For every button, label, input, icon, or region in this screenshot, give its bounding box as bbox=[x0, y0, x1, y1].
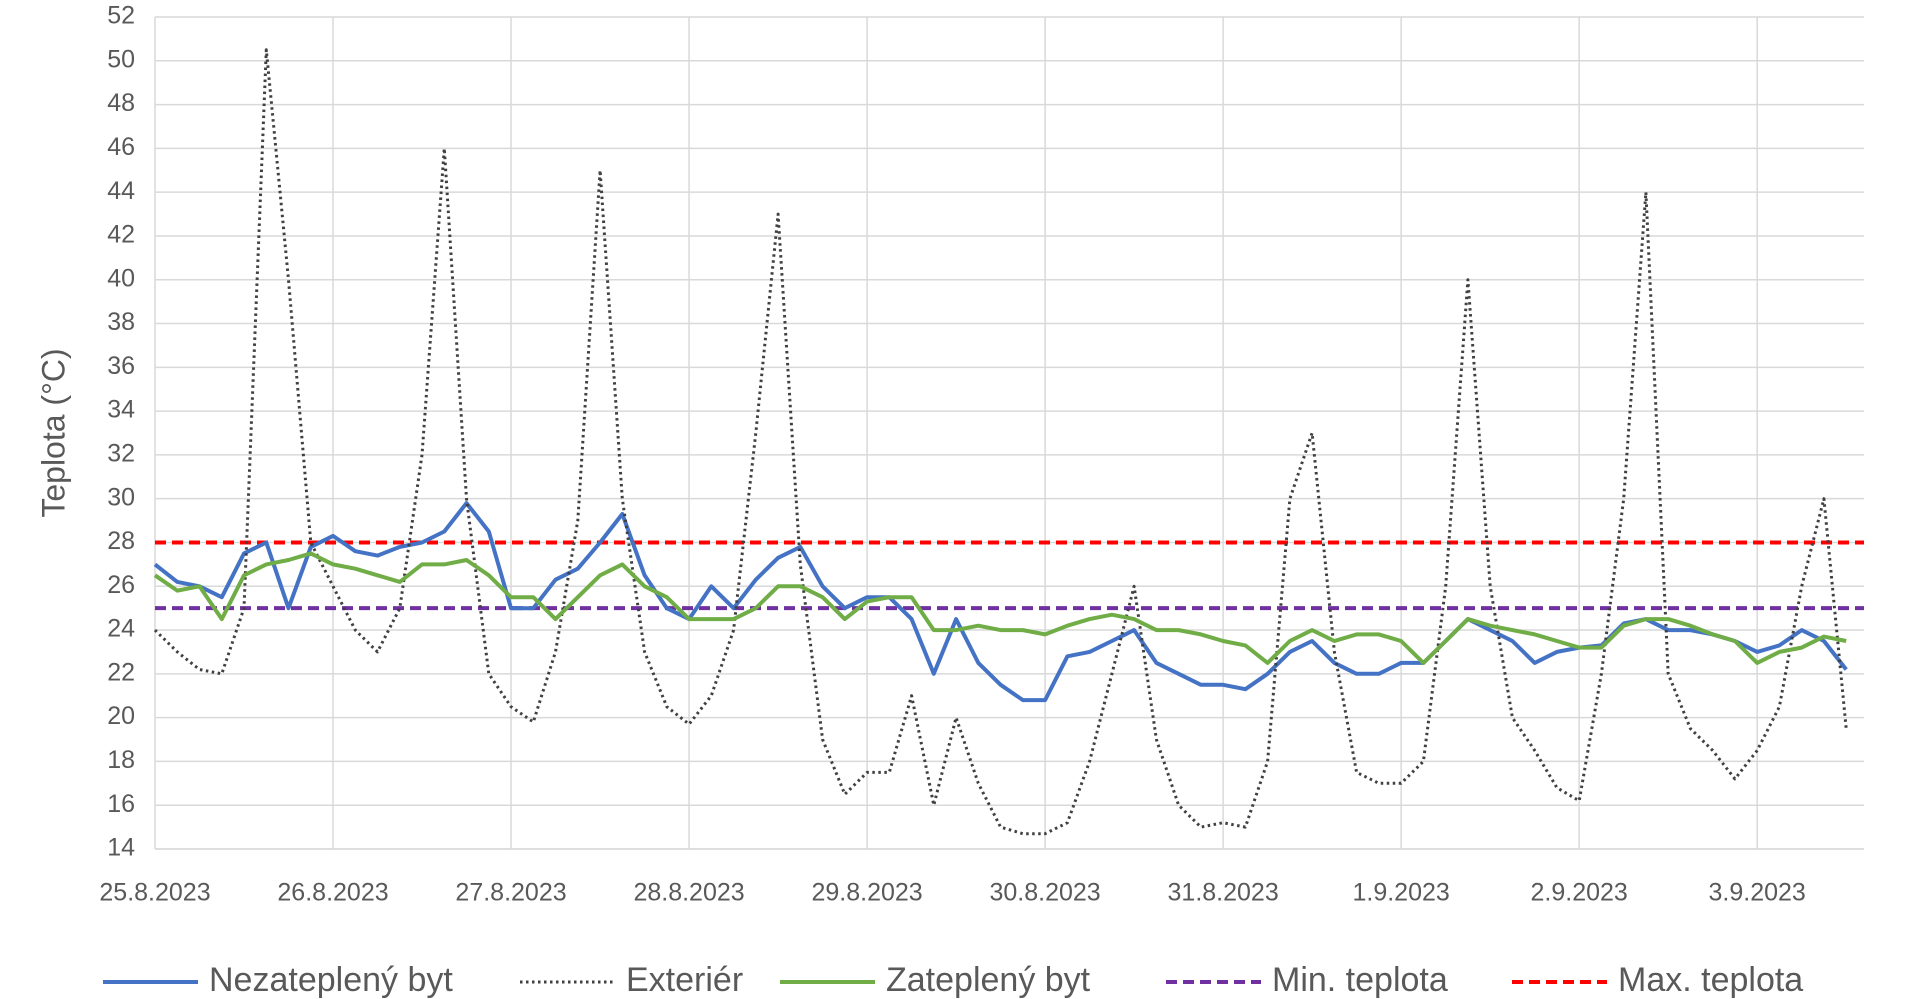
legend-label: Max. teplota bbox=[1618, 961, 1803, 999]
y-tick-label: 32 bbox=[107, 440, 135, 468]
y-tick-label: 18 bbox=[107, 746, 135, 774]
x-tick-label: 27.8.2023 bbox=[455, 879, 566, 907]
y-tick-label: 28 bbox=[107, 527, 135, 555]
y-tick-label: 50 bbox=[107, 45, 135, 73]
x-tick-label: 28.8.2023 bbox=[633, 879, 744, 907]
y-tick-label: 52 bbox=[107, 2, 135, 30]
y-axis-title: Teplota (°C) bbox=[35, 348, 71, 517]
y-tick-label: 26 bbox=[107, 571, 135, 599]
x-tick-label: 25.8.2023 bbox=[99, 879, 210, 907]
y-tick-label: 36 bbox=[107, 352, 135, 380]
y-tick-label: 16 bbox=[107, 790, 135, 818]
y-tick-label: 20 bbox=[107, 702, 135, 730]
legend-label: Exteriér bbox=[626, 961, 743, 999]
y-tick-label: 38 bbox=[107, 308, 135, 336]
x-tick-label: 29.8.2023 bbox=[811, 879, 922, 907]
y-tick-label: 42 bbox=[107, 221, 135, 249]
legend-label: Nezateplený byt bbox=[209, 961, 453, 999]
y-tick-label: 30 bbox=[107, 483, 135, 511]
x-tick-label: 26.8.2023 bbox=[277, 879, 388, 907]
x-tick-label: 31.8.2023 bbox=[1168, 879, 1279, 907]
y-tick-label: 22 bbox=[107, 658, 135, 686]
y-tick-label: 46 bbox=[107, 133, 135, 161]
legend-label: Min. teplota bbox=[1272, 961, 1448, 999]
y-tick-label: 44 bbox=[107, 177, 135, 205]
x-tick-label: 1.9.2023 bbox=[1352, 879, 1449, 907]
y-tick-label: 48 bbox=[107, 89, 135, 117]
y-tick-label: 40 bbox=[107, 264, 135, 292]
x-tick-label: 30.8.2023 bbox=[989, 879, 1100, 907]
y-tick-label: 24 bbox=[107, 615, 135, 643]
x-tick-label: 3.9.2023 bbox=[1709, 879, 1806, 907]
y-tick-label: 34 bbox=[107, 396, 135, 424]
legend-label: Zateplený byt bbox=[886, 961, 1091, 999]
y-tick-label: 14 bbox=[107, 834, 135, 862]
series-line bbox=[153, 551, 1847, 665]
series-line bbox=[153, 48, 1848, 836]
x-tick-label: 2.9.2023 bbox=[1531, 879, 1628, 907]
series-line bbox=[153, 501, 1848, 703]
